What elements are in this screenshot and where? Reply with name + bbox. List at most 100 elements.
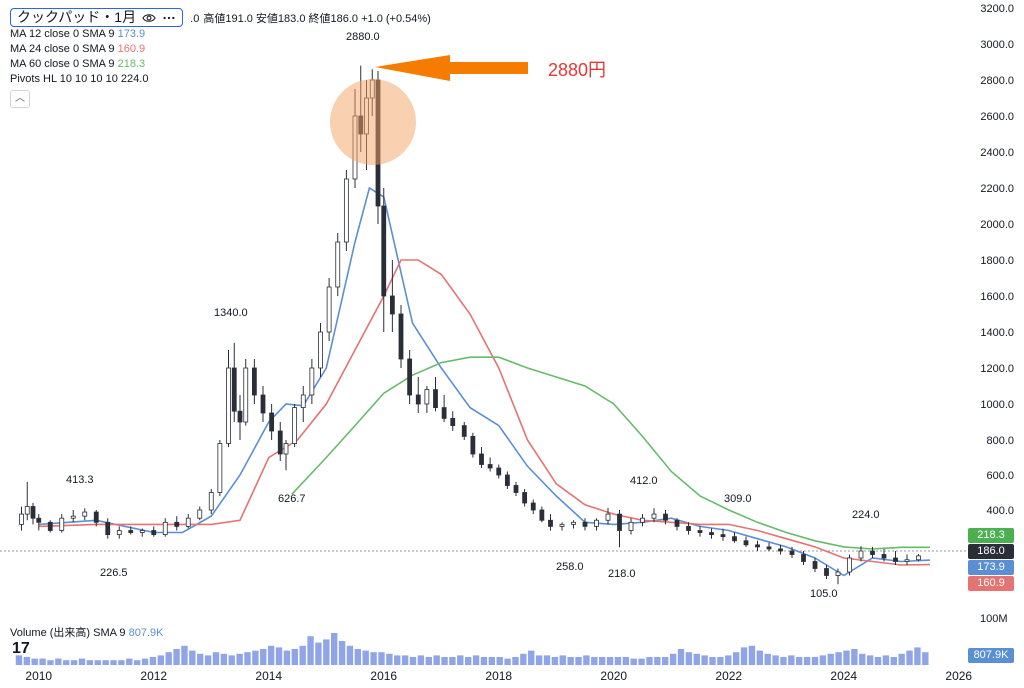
candle-body	[197, 509, 203, 519]
indicator-ma24[interactable]: MA 24 close 0 SMA 9 160.9	[10, 42, 431, 57]
candle-body	[559, 523, 565, 527]
more-icon[interactable]	[162, 11, 176, 25]
y-tick-label: 3000.0	[980, 39, 1014, 51]
candle-body	[628, 521, 634, 531]
volume-bar	[811, 657, 819, 665]
volume-bar	[260, 649, 267, 665]
volume-bar	[126, 658, 133, 665]
volume-bar	[441, 657, 448, 665]
volume-bar	[543, 655, 551, 665]
eye-icon[interactable]	[142, 11, 156, 25]
indicator-pivots[interactable]: Pivots HL 10 10 10 10 224.0	[10, 72, 431, 87]
candle-body	[870, 550, 875, 555]
volume-bar	[220, 653, 228, 665]
y-tick-label: 1800.0	[980, 255, 1014, 267]
volume-bar	[338, 641, 346, 665]
candle-body	[381, 205, 387, 297]
indicator-label: MA 60 close 0 SMA 9	[10, 58, 115, 70]
symbol-selector[interactable]: クックパッド・1月	[10, 8, 184, 27]
volume-legend[interactable]: Volume (出来高) SMA 9 807.9K	[10, 624, 163, 640]
volume-bar	[685, 652, 693, 665]
price-axis[interactable]: 400.0 600.0 800.0 1000.0 1200.0 1400.0 1600.0 1…	[980, 3, 1014, 517]
pivot-label: 2880.0	[346, 31, 380, 43]
candle-body	[571, 521, 576, 525]
candle-body	[260, 394, 266, 414]
y-tick-label: 600.0	[986, 470, 1014, 482]
volume-bar	[133, 660, 141, 665]
pivot-label: 626.7	[278, 493, 306, 505]
volume-bar	[606, 657, 614, 665]
volume-bar	[173, 649, 180, 665]
volume-bar	[551, 657, 559, 665]
candle-body	[824, 568, 829, 576]
tradingview-logo[interactable]: 17	[12, 640, 30, 657]
candle-body	[755, 544, 760, 548]
x-tick-label: 2014	[255, 669, 282, 683]
x-tick-label: 2024	[830, 669, 857, 683]
volume-bar	[299, 645, 306, 665]
volume-bar	[102, 660, 109, 665]
candle-body	[766, 546, 772, 550]
volume-bar	[149, 657, 157, 665]
candle-body	[93, 511, 99, 523]
volume-bar	[244, 652, 251, 665]
volume-bar	[598, 657, 606, 665]
volume-bar	[669, 653, 677, 665]
candle-body	[470, 435, 476, 455]
candle-body	[398, 313, 404, 360]
candle-body	[30, 506, 36, 519]
volume-bar	[654, 657, 661, 665]
volume-bar	[488, 657, 496, 665]
callout-label: 2880円	[548, 60, 607, 80]
volume-bar	[622, 657, 630, 665]
x-tick-label: 2012	[140, 669, 167, 683]
pivot-label: 218.0	[608, 568, 636, 580]
candle-body	[617, 513, 622, 531]
candle-body	[743, 540, 749, 546]
pivot-label: 1340.0	[214, 307, 248, 319]
pivot-label: 226.5	[100, 567, 128, 579]
y-tick-label: 800.0	[986, 435, 1014, 447]
chevron-up-icon[interactable]: ︿	[10, 90, 30, 108]
candle-body	[217, 443, 223, 493]
price-tag-last: 186.0	[968, 544, 1014, 559]
volume-bar	[677, 649, 685, 665]
indicator-ma60[interactable]: MA 60 close 0 SMA 9 218.3	[10, 57, 431, 72]
candle-body	[277, 430, 283, 455]
candle-body	[513, 485, 519, 493]
candle-body	[916, 555, 921, 561]
callout-arrow	[375, 55, 528, 81]
candle-body	[651, 513, 657, 519]
volume-bar	[859, 653, 866, 665]
indicator-value: 173.9	[117, 28, 146, 40]
volume-bar	[874, 657, 882, 665]
volume-bar	[236, 653, 243, 665]
volume-bar	[378, 652, 385, 665]
candle-body	[720, 534, 726, 538]
candlesticks	[19, 65, 921, 585]
volume-bar	[307, 636, 314, 665]
volume-bar	[630, 658, 637, 665]
candle-body	[424, 389, 430, 405]
candle-body	[128, 530, 134, 533]
candle-body	[530, 502, 536, 511]
time-axis[interactable]: 2010 2012 2014 2016 2018 2020 2022 2024 2026	[25, 669, 972, 683]
indicator-ma12[interactable]: MA 12 close 0 SMA 9 173.9	[10, 27, 431, 42]
volume-bar	[827, 653, 834, 665]
ma-line-ma24	[38, 259, 931, 566]
candle-body	[407, 358, 413, 396]
volume-bar	[662, 657, 669, 665]
volume-bar	[583, 655, 590, 665]
volume-bar	[756, 650, 763, 665]
candle-body	[151, 530, 157, 535]
volume-bar	[15, 655, 23, 665]
volume-bar	[267, 645, 275, 665]
volume-bar	[157, 655, 164, 665]
volume-bar	[638, 658, 645, 665]
symbol-name: クックパッド・1月	[17, 9, 137, 25]
volume-bar	[843, 650, 850, 665]
candle-body	[208, 492, 214, 511]
x-tick-label: 2018	[485, 669, 512, 683]
volume-bar	[480, 657, 488, 665]
